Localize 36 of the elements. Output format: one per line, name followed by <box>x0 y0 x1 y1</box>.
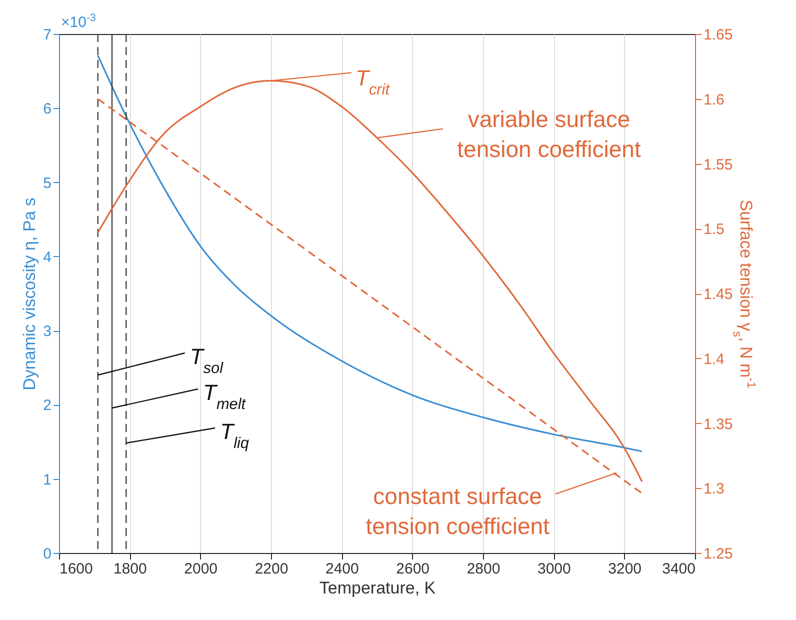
y2-tick-label: 1.5 <box>704 221 724 238</box>
y2-tick-label: 1.35 <box>704 416 733 433</box>
y2-tick-label: 1.25 <box>704 546 733 562</box>
y2-tick-label: 1.3 <box>704 480 724 498</box>
x-tick-label: 1600 <box>60 560 93 578</box>
x-tick-label: 3200 <box>608 560 642 578</box>
ref-line-label: T$_{melt}$ <box>203 380 246 412</box>
y-tick-label: 4 <box>43 248 52 266</box>
y2-tick-label: 1.6 <box>704 91 724 108</box>
ref-line-label: T$_{sol}$ <box>190 344 224 376</box>
x-tick-label: 2000 <box>184 560 218 578</box>
y2-tick-label: 1.4 <box>704 350 724 368</box>
ref-line-label: T$_{liq}$ <box>220 419 250 452</box>
x-tick-label: 1800 <box>113 560 147 578</box>
y-tick-label: 1 <box>43 471 52 488</box>
y-tick-label: 2 <box>43 397 52 414</box>
y2-tick-label: 1.55 <box>704 156 733 174</box>
annotation: T$_{crit}$ <box>356 66 390 98</box>
x-tick-label: 3000 <box>537 560 571 578</box>
y-tick-label: 5 <box>43 174 52 192</box>
y-axis-title: Dynamic viscosity η, Pa s <box>20 198 40 390</box>
y-tick-label: 7 <box>43 26 52 44</box>
x-tick-label: 2400 <box>325 560 359 578</box>
x-tick-label: 2800 <box>466 560 500 578</box>
x-tick-label: 2600 <box>396 560 430 578</box>
y2-tick-label: 1.45 <box>704 286 733 303</box>
y-tick-label: 3 <box>43 323 52 340</box>
y-tick-label: 0 <box>43 546 52 562</box>
x-axis-title: Temperature, K <box>319 578 436 598</box>
x-tick-label: 3400 <box>662 560 696 578</box>
y2-tick-label: 1.65 <box>704 26 733 44</box>
annotation: variable surface tension coefficient <box>457 106 642 162</box>
y-tick-label: 6 <box>43 100 52 118</box>
text: ×10$^{-3}$ <box>61 12 96 31</box>
x-tick-label: 2200 <box>254 560 288 578</box>
annotation: constant surface tension coefficient <box>366 482 550 539</box>
